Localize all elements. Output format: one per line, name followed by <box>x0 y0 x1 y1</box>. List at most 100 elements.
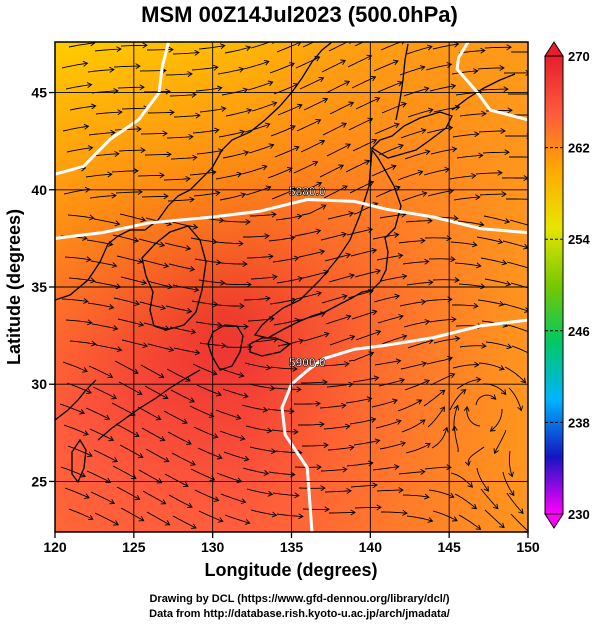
streamline <box>428 489 454 498</box>
streamline-arrowhead <box>267 80 274 87</box>
streamline-arrowhead <box>341 122 347 128</box>
streamline-arrowhead <box>366 396 373 403</box>
streamline <box>113 65 140 68</box>
streamline-arrowhead <box>315 400 321 407</box>
streamline <box>195 321 222 326</box>
streamline-arrowhead <box>492 503 499 510</box>
streamline-arrowhead <box>346 487 352 494</box>
streamline-arrowhead <box>499 65 505 71</box>
streamline-arrowhead <box>464 460 471 467</box>
streamline-arrowhead <box>374 34 379 39</box>
coastlines <box>55 42 516 484</box>
streamline <box>371 165 397 177</box>
streamline-arrowhead <box>268 253 274 260</box>
streamline <box>114 128 141 131</box>
streamline-arrowhead <box>345 252 352 259</box>
streamline-arrowhead <box>297 276 304 282</box>
streamline-arrowhead <box>525 70 528 76</box>
streamline-arrowhead <box>298 513 304 520</box>
streamline-arrowhead <box>165 88 171 95</box>
streamline-arrowhead <box>114 220 121 227</box>
streamline-arrowhead <box>342 466 348 473</box>
streamline-arrowhead <box>375 329 382 336</box>
streamline-arrowhead <box>316 464 322 471</box>
streamline-arrowhead <box>137 189 143 195</box>
streamline-arrowhead <box>263 470 270 476</box>
streamline-arrowhead <box>503 86 509 93</box>
streamline-arrowhead <box>242 261 248 267</box>
streamline-arrowhead <box>420 468 426 475</box>
streamline <box>303 332 330 342</box>
streamline <box>329 511 355 514</box>
streamline-arrowhead <box>245 45 252 52</box>
streamline-arrowhead <box>319 139 326 146</box>
streamline-arrowhead <box>402 509 408 516</box>
streamline <box>196 384 222 396</box>
streamline <box>301 381 328 384</box>
streamline-arrowhead <box>238 240 244 247</box>
x-axis-label: Longitude (degrees) <box>204 560 377 580</box>
streamline <box>111 402 136 416</box>
streamline <box>320 233 347 241</box>
streamline <box>377 81 403 93</box>
streamline-arrowhead <box>454 277 460 283</box>
streamline-arrowhead <box>220 279 226 286</box>
streamline <box>196 149 223 155</box>
streamline <box>327 446 354 451</box>
streamline-arrowhead <box>319 421 325 428</box>
streamline-arrowhead <box>471 172 477 179</box>
streamline <box>249 446 276 453</box>
streamline <box>168 494 193 508</box>
streamline <box>138 469 162 484</box>
streamline <box>478 362 505 370</box>
streamline <box>373 295 400 303</box>
colorbar-max-triangle <box>544 41 564 57</box>
streamline-arrowhead <box>476 262 482 269</box>
streamline <box>352 377 379 383</box>
streamline <box>298 250 325 258</box>
streamline <box>217 304 245 307</box>
streamline <box>401 419 426 433</box>
streamline <box>476 236 503 243</box>
streamline-arrowhead <box>446 464 452 471</box>
streamline-arrowhead <box>373 375 380 382</box>
streamline <box>194 258 221 264</box>
streamline <box>509 219 528 226</box>
streamline <box>168 263 195 270</box>
streamline <box>322 363 349 367</box>
streamline <box>484 46 512 49</box>
streamline-arrowhead <box>392 398 398 405</box>
streamline <box>277 339 304 347</box>
streamline <box>295 56 320 69</box>
streamline-arrowhead <box>219 43 226 50</box>
streamline-arrowhead <box>523 175 528 181</box>
streamline <box>140 364 165 378</box>
streamline <box>193 192 220 197</box>
streamline-arrowhead <box>398 487 404 494</box>
y-tick-label: 45 <box>31 85 47 101</box>
streamline <box>224 514 250 524</box>
streamline <box>398 240 425 244</box>
streamline <box>351 310 377 320</box>
streamline-arrowhead <box>450 256 456 263</box>
streamline <box>91 323 118 330</box>
streamline <box>243 297 270 301</box>
streamline-arrowhead <box>518 508 524 515</box>
streamline <box>272 257 299 263</box>
x-tick-label: 125 <box>122 539 146 555</box>
streamline-arrowhead <box>214 127 220 134</box>
streamline <box>424 466 451 470</box>
streamline-arrowhead <box>453 404 460 411</box>
streamline <box>502 471 515 496</box>
streamline-arrowhead <box>425 443 431 449</box>
streamline-arrowhead <box>533 50 537 55</box>
streamline <box>380 42 403 51</box>
streamline-arrowhead <box>349 444 355 451</box>
streamline <box>93 449 118 462</box>
streamline <box>405 220 432 223</box>
streamline-arrowhead <box>163 262 170 269</box>
streamline <box>275 215 302 221</box>
streamline <box>169 94 197 97</box>
streamline-arrowhead <box>419 65 426 71</box>
streamline <box>65 84 92 90</box>
